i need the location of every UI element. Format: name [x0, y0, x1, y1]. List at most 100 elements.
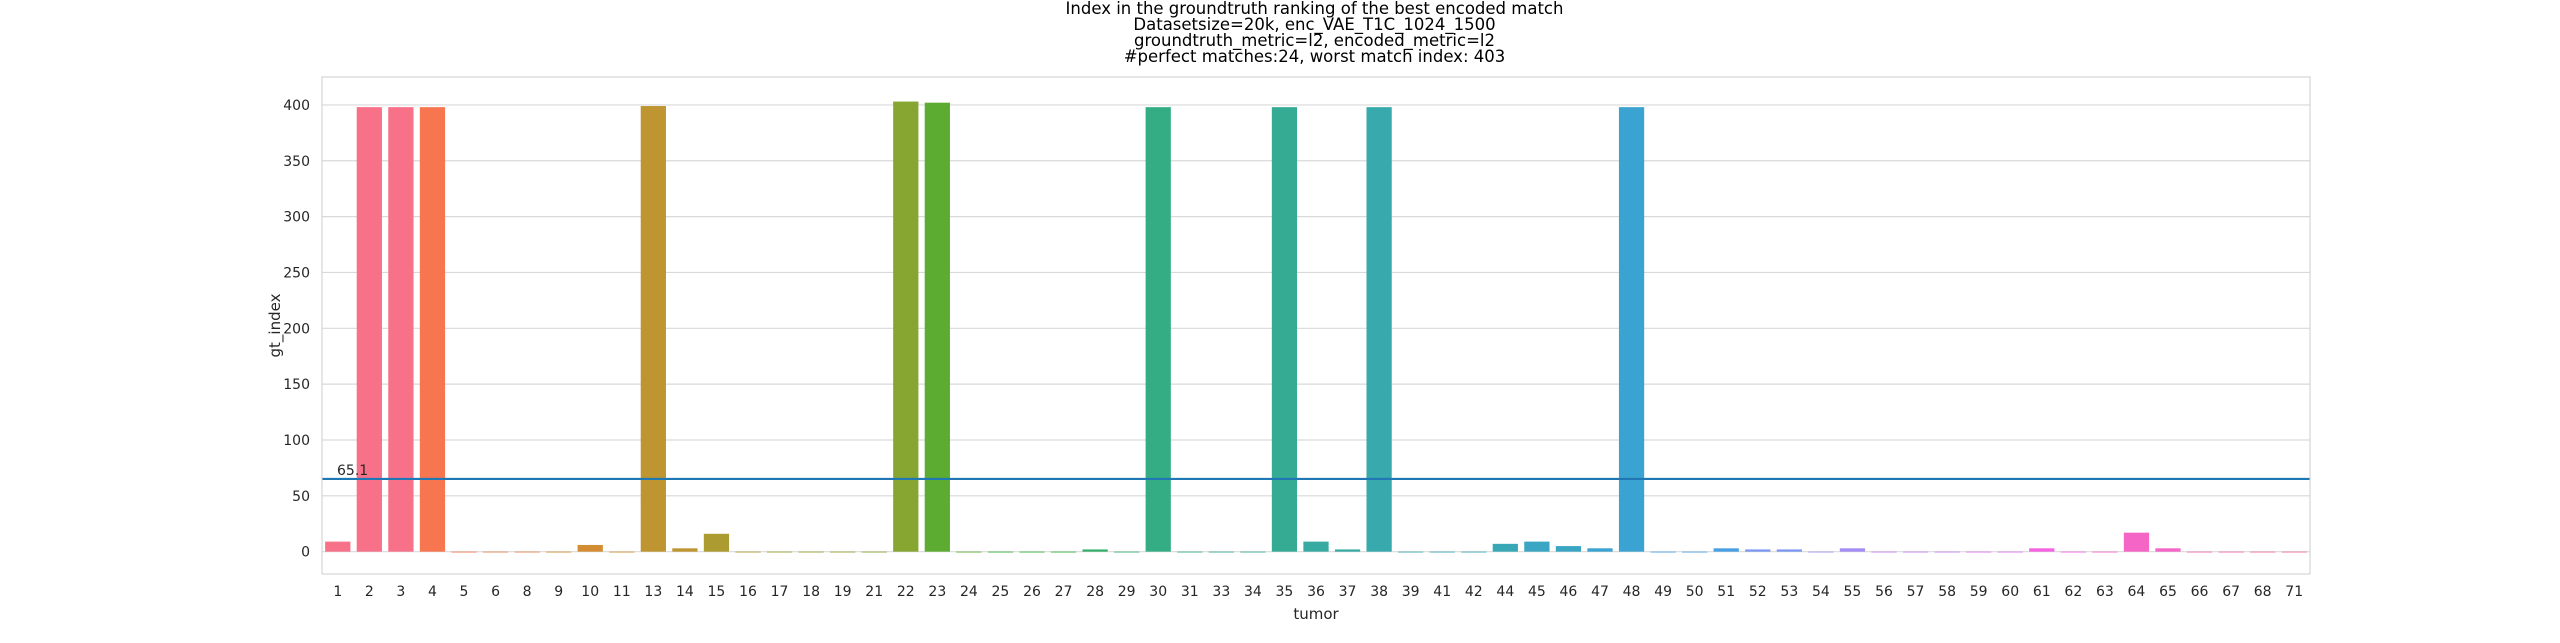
x-tick-label: 19	[834, 584, 852, 600]
bar-tumor-16	[735, 551, 761, 553]
bar-tumor-39	[1398, 551, 1424, 553]
bar-tumor-33	[1208, 551, 1234, 553]
x-tick-label: 2	[365, 584, 374, 600]
bar-tumor-13	[640, 106, 666, 552]
y-tick-label: 350	[283, 154, 310, 170]
x-tick-label: 65	[2159, 584, 2177, 600]
bar-tumor-71	[2281, 551, 2307, 553]
bars	[325, 101, 2307, 553]
x-tick-label: 36	[1307, 584, 1325, 600]
plot-frame	[321, 76, 2311, 575]
x-tick-label: 58	[1938, 584, 1956, 600]
x-tick-label: 34	[1244, 584, 1262, 600]
x-tick-label: 39	[1402, 584, 1420, 600]
x-tick-label: 71	[2285, 584, 2303, 600]
y-tick-labels: 0 50 100 150 200 250 300 350 400	[283, 98, 310, 561]
x-tick-label: 35	[1276, 584, 1294, 600]
x-tick-label: 30	[1149, 584, 1167, 600]
bar-tumor-21	[861, 551, 887, 553]
x-tick-label: 8	[523, 584, 532, 600]
grid-lines	[322, 104, 2310, 553]
bar-tumor-11	[609, 551, 635, 553]
bar-tumor-41	[1429, 551, 1455, 553]
y-tick-label: 400	[283, 98, 310, 114]
bar-tumor-27	[1050, 551, 1077, 553]
x-tick-label: 25	[992, 584, 1010, 600]
x-tick-label: 6	[491, 584, 500, 600]
x-tick-label: 63	[2096, 584, 2114, 600]
bar-tumor-31	[1177, 551, 1203, 553]
x-tick-label: 48	[1623, 584, 1641, 600]
bar-tumor-2	[356, 107, 382, 552]
bar-tumor-45	[1524, 541, 1550, 552]
x-tick-labels: 1 2 3 4 5 6 8 9 10 11 13 14 15 16 17 18 19 21 22 23 24 25 26 27…	[333, 584, 2303, 600]
x-tick-label: 54	[1812, 584, 1830, 600]
bar-tumor-36	[1303, 541, 1329, 552]
bar-tumor-67	[2218, 551, 2244, 553]
bar-tumor-28	[1082, 549, 1108, 552]
x-tick-label: 38	[1370, 584, 1388, 600]
x-tick-label: 64	[2128, 584, 2146, 600]
x-tick-label: 44	[1496, 584, 1514, 600]
chart-title: Index in the groundtruth ranking of the …	[0, 0, 2560, 66]
x-tick-label: 31	[1181, 584, 1199, 600]
x-tick-label: 18	[802, 584, 820, 600]
bar-tumor-34	[1240, 551, 1266, 553]
bar-tumor-17	[766, 551, 793, 553]
x-tick-label: 66	[2191, 584, 2209, 600]
x-tick-label: 17	[771, 584, 789, 600]
bar-tumor-49	[1650, 551, 1676, 553]
x-tick-label: 42	[1465, 584, 1483, 600]
bar-tumor-8	[514, 551, 540, 553]
x-tick-label: 46	[1560, 584, 1578, 600]
x-tick-label: 60	[2001, 584, 2019, 600]
x-tick-label: 68	[2254, 584, 2272, 600]
x-axis-label: tumor	[1293, 605, 1339, 623]
y-tick-label: 250	[283, 265, 310, 281]
bar-tumor-18	[798, 551, 824, 553]
x-tick-label: 61	[2033, 584, 2051, 600]
title-line-4: #perfect matches:24, worst match index: …	[1123, 47, 1506, 66]
bar-tumor-66	[2186, 551, 2213, 553]
bar-tumor-14	[672, 548, 698, 552]
x-tick-label: 62	[2064, 584, 2082, 600]
y-tick-label: 200	[283, 321, 310, 337]
y-tick-label: 50	[292, 489, 310, 505]
x-tick-label: 5	[460, 584, 469, 600]
bar-tumor-60	[1997, 551, 2023, 553]
bar-tumor-47	[1587, 548, 1613, 552]
x-tick-label: 16	[739, 584, 757, 600]
x-tick-label: 10	[581, 584, 599, 600]
bar-tumor-63	[2092, 551, 2118, 553]
x-tick-label: 67	[2222, 584, 2240, 600]
y-tick-label: 300	[283, 210, 310, 226]
bar-tumor-51	[1713, 548, 1739, 552]
bar-tumor-61	[2029, 548, 2055, 552]
x-tick-label: 55	[1844, 584, 1862, 600]
title-line-2: Datasetsize=20k, enc_VAE_T1C_1024_1500	[1133, 15, 1496, 34]
bar-tumor-56	[1871, 551, 1897, 553]
x-tick-label: 52	[1749, 584, 1767, 600]
bar-tumor-25	[987, 551, 1014, 553]
bar-tumor-53	[1776, 549, 1802, 552]
bar-tumor-59	[1966, 551, 1992, 553]
bar-tumor-58	[1934, 551, 1960, 553]
bar-tumor-52	[1745, 549, 1771, 552]
x-tick-label: 41	[1433, 584, 1451, 600]
x-tick-label: 56	[1875, 584, 1893, 600]
x-tick-label: 9	[554, 584, 563, 600]
x-tick-label: 1	[333, 584, 342, 600]
x-tick-label: 59	[1970, 584, 1988, 600]
x-tick-label: 24	[960, 584, 978, 600]
bar-tumor-65	[2155, 548, 2181, 552]
x-tick-label: 50	[1686, 584, 1704, 600]
bar-tumor-19	[830, 551, 856, 553]
y-tick-label: 100	[283, 433, 310, 449]
title-line-1: Index in the groundtruth ranking of the …	[1065, 0, 1564, 18]
bar-tumor-64	[2123, 532, 2150, 552]
x-tick-label: 47	[1591, 584, 1609, 600]
x-tick-label: 15	[708, 584, 726, 600]
bar-tumor-57	[1902, 551, 1929, 553]
bar-tumor-37	[1334, 549, 1361, 552]
